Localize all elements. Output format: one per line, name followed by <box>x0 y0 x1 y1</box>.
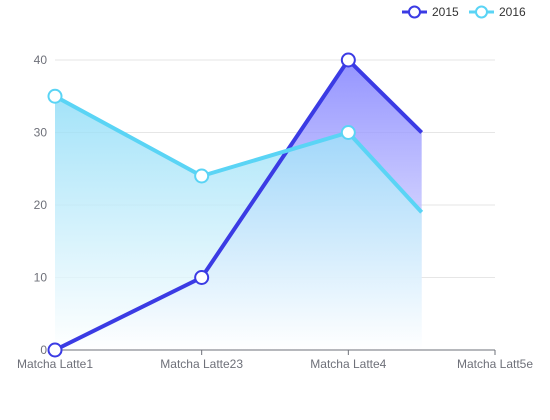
area-fills <box>55 60 422 350</box>
legend-label-2015: 2015 <box>432 5 459 19</box>
data-points[interactable] <box>47 52 356 358</box>
legend-item-2016[interactable]: 2016 <box>469 5 526 19</box>
series-line-2016 <box>54 94 424 214</box>
legend[interactable]: 2015 2016 <box>402 5 526 19</box>
data-point-2015[interactable] <box>340 52 356 68</box>
y-tick-label: 30 <box>34 126 48 140</box>
y-tick-label: 20 <box>34 198 48 212</box>
x-tick-label: Matcha Latte1 <box>17 357 93 371</box>
series-line-2015 <box>54 58 424 352</box>
x-tick-label: Matcha Latt5e <box>457 357 533 371</box>
data-point-2015[interactable] <box>47 342 63 358</box>
legend-marker-2016 <box>475 5 488 19</box>
data-point-2016[interactable] <box>194 168 210 184</box>
data-point-2015[interactable] <box>194 270 210 285</box>
series-lines <box>54 58 424 352</box>
data-point-2016[interactable] <box>47 88 63 104</box>
axes: 0 10 20 30 40 Matcha Latte1 Matcha Latte23 Matc… <box>17 53 533 371</box>
legend-marker-2015 <box>408 5 421 19</box>
x-tick-label: Matcha Latte23 <box>160 357 243 371</box>
y-tick-label: 10 <box>34 271 48 285</box>
y-tick-label: 40 <box>34 53 48 67</box>
legend-label-2016: 2016 <box>499 5 526 19</box>
y-tick-label: 0 <box>40 343 47 357</box>
data-point-2016[interactable] <box>340 125 356 140</box>
legend-item-2015[interactable]: 2015 <box>402 5 459 19</box>
x-tick-label: Matcha Latte4 <box>310 357 386 371</box>
